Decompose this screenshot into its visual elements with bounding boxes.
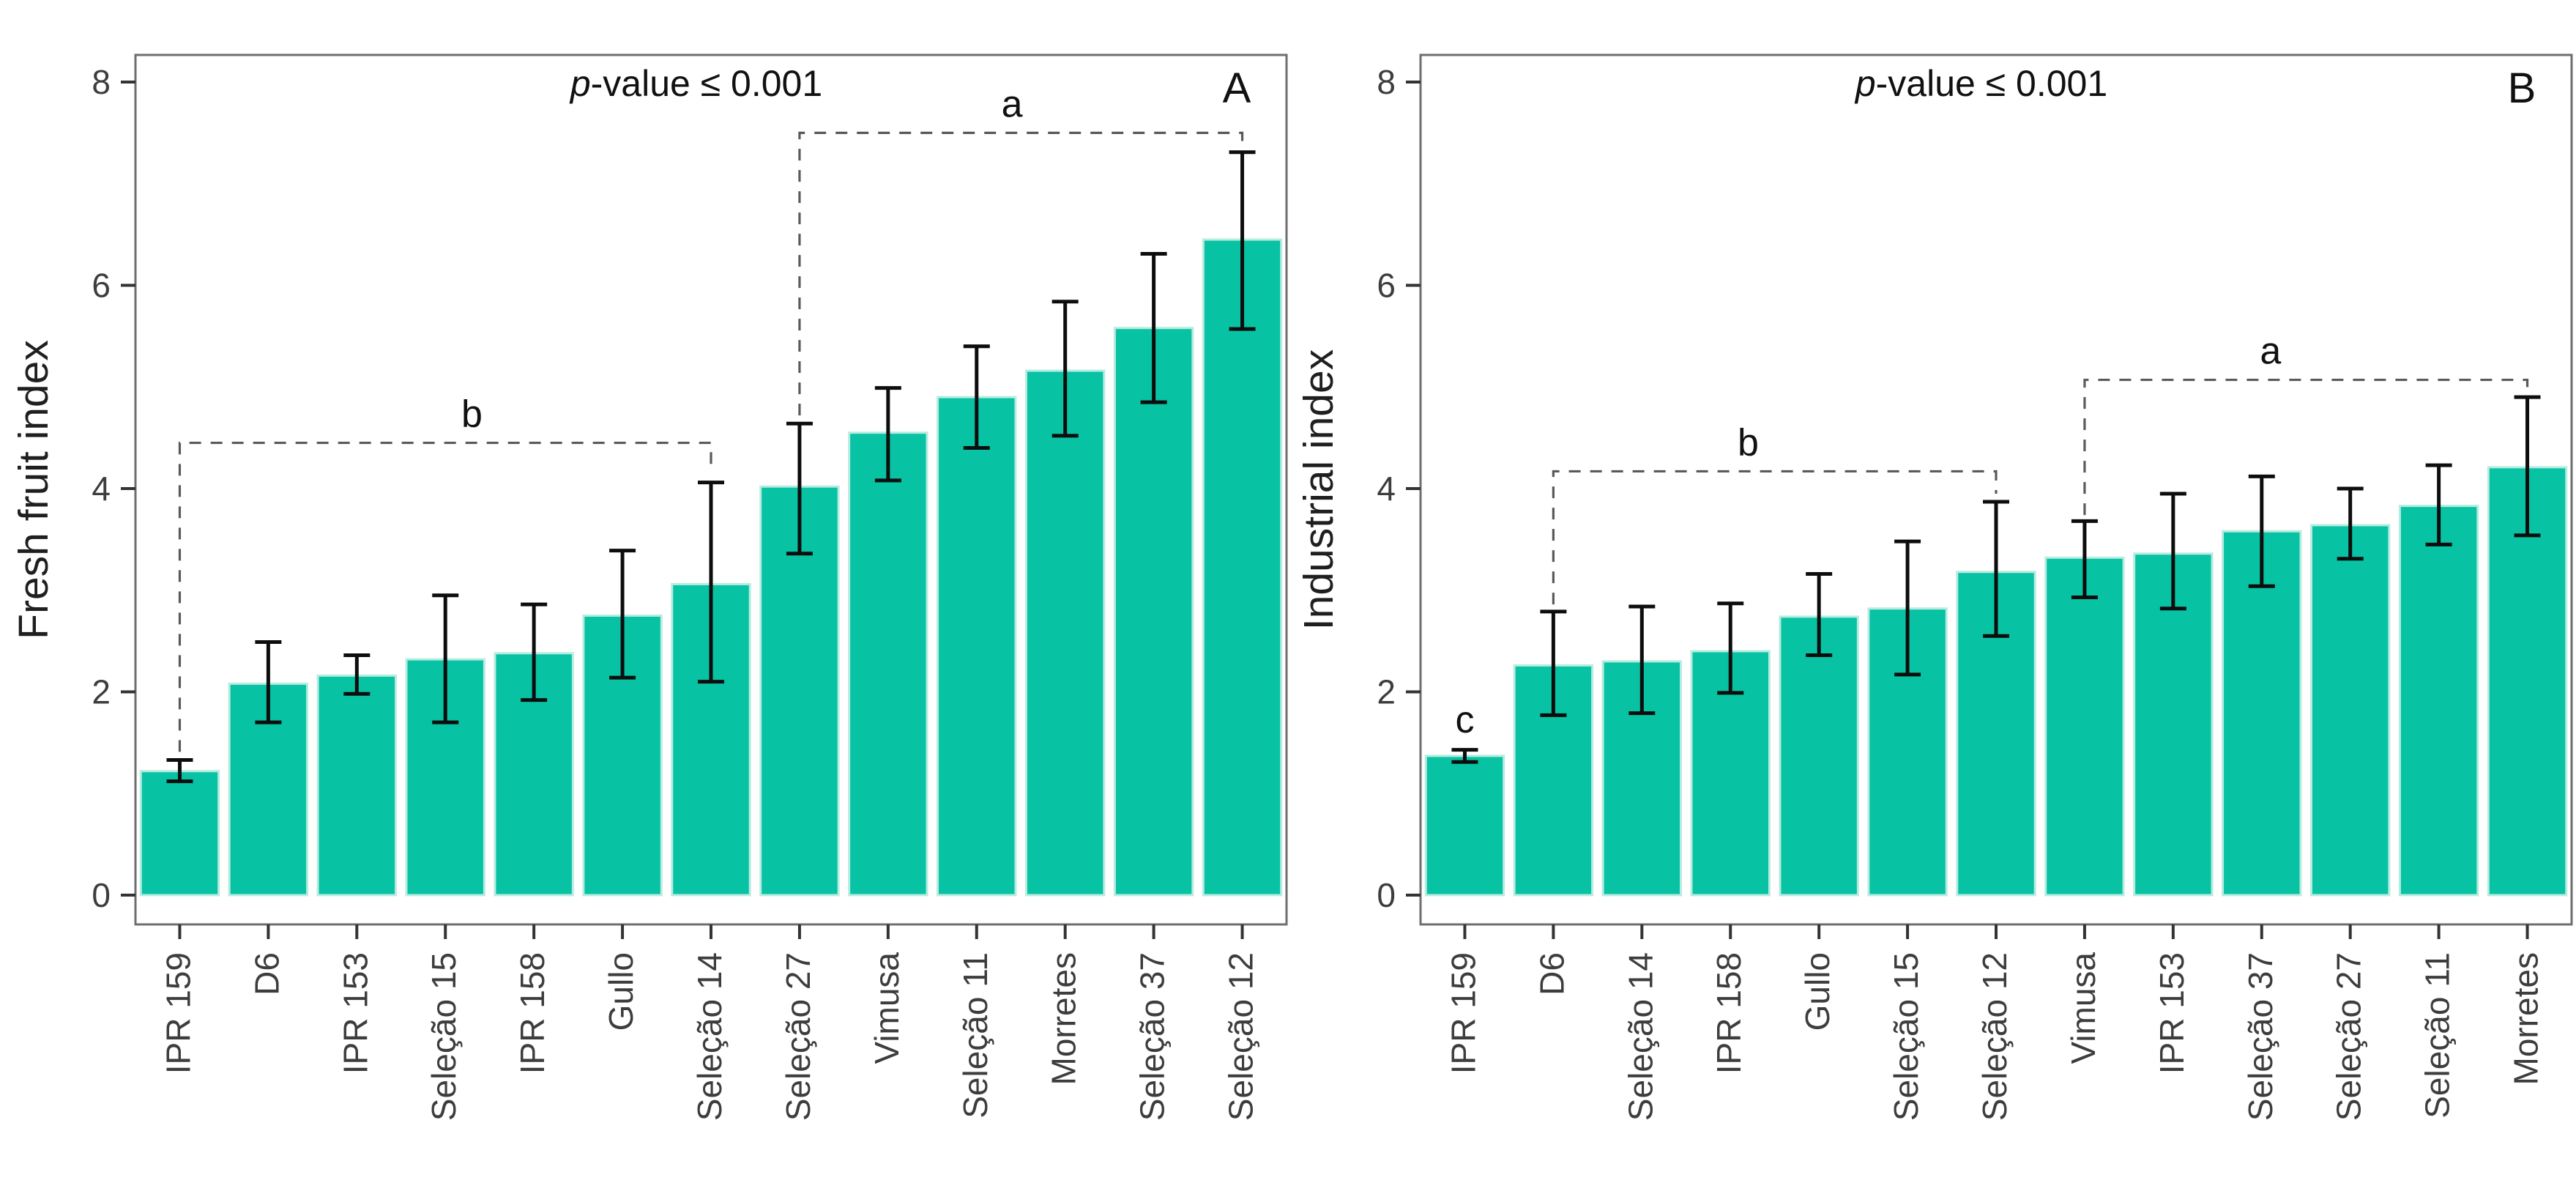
x-tick-label: IPR 159 <box>159 952 197 1074</box>
error-bar <box>1051 300 1079 438</box>
error-bar <box>1717 601 1744 695</box>
error-bar <box>343 653 371 696</box>
bar-seleção-37 <box>1113 327 1194 897</box>
error-bar <box>2337 486 2364 561</box>
bar-gullo <box>1779 615 1859 897</box>
significance-bracket-a <box>2083 378 2529 516</box>
panel-a: b a 0 2 4 6 8 IPR 159 D6 IPR 153 Seleção 15 IPR 158… <box>10 53 1288 1121</box>
p-value-annotation: p-value ≤ 0.001 <box>1854 63 2107 104</box>
x-tick-label: Seleção 12 <box>1222 952 1260 1121</box>
bar-vimusa <box>2044 556 2125 897</box>
x-tick-label: D6 <box>1533 952 1571 995</box>
y-tick-label: 4 <box>92 470 111 508</box>
error-bar <box>786 421 813 556</box>
bar-morretes <box>1024 369 1106 897</box>
x-tick-label: IPR 153 <box>336 952 374 1074</box>
error-bar <box>166 757 193 784</box>
error-bar <box>1540 609 1567 717</box>
significance-bracket-a <box>798 131 1244 416</box>
error-bar <box>1140 251 1167 404</box>
bar-seleção-27 <box>2309 524 2391 897</box>
x-tick-label: Seleção 15 <box>1887 952 1925 1121</box>
significance-bracket-b <box>178 441 712 752</box>
error-bar <box>2514 395 2541 538</box>
x-tick-label: Gullo <box>1798 952 1836 1031</box>
bar-seleção-37 <box>2222 530 2302 897</box>
error-bar <box>1983 500 2009 638</box>
x-tick-label: Seleção 14 <box>690 952 729 1121</box>
x-tick-label: IPR 153 <box>2153 952 2191 1074</box>
x-tick-label: Morretes <box>1045 952 1083 1085</box>
p-value-annotation: p-value ≤ 0.001 <box>569 63 822 104</box>
x-tick-label: Gullo <box>602 952 640 1031</box>
error-bar <box>1806 572 1833 658</box>
error-bar <box>2425 463 2452 546</box>
bar-ipr-159 <box>1424 754 1505 897</box>
x-tick-label: Seleção 37 <box>1133 952 1172 1121</box>
x-tick-label: Vimusa <box>868 952 906 1064</box>
panel-letter-a: A <box>1223 64 1251 112</box>
x-tick-label: Seleção 11 <box>956 952 994 1119</box>
error-bar <box>2248 474 2275 588</box>
error-bar <box>432 593 459 724</box>
y-tick-label: 0 <box>1377 876 1396 914</box>
error-bar <box>874 386 901 483</box>
significance-letter-c: c <box>1455 699 1474 741</box>
bar-seleção-12 <box>1202 238 1283 897</box>
x-tick-label: IPR 158 <box>1710 952 1748 1074</box>
y-tick-label: 2 <box>1377 673 1396 711</box>
panel-b: b a c 0 2 4 6 8 IPR 159 D6 Seleção 14 IPR 158 Gullo S… <box>1295 53 2573 1121</box>
bar-ipr-159 <box>139 770 220 897</box>
y-tick-label: 6 <box>1377 267 1396 305</box>
x-tick-label: Seleção 11 <box>2419 952 2457 1119</box>
error-bar <box>255 640 282 724</box>
y-tick-label: 4 <box>1377 470 1396 508</box>
x-tick-label: Vimusa <box>2064 952 2102 1064</box>
significance-letter-a: a <box>1002 83 1023 125</box>
error-bar <box>1894 539 1921 677</box>
x-tick-label: Morretes <box>2507 952 2545 1085</box>
error-bar <box>2159 492 2186 611</box>
bar-gullo <box>582 614 663 897</box>
error-bar <box>963 344 990 450</box>
x-tick-label: IPR 158 <box>513 952 551 1074</box>
y-tick-label: 8 <box>92 63 111 101</box>
significance-letter-b: b <box>461 393 483 436</box>
x-tick-label: Seleção 27 <box>2330 952 2368 1121</box>
bar-seleção-11 <box>937 396 1017 897</box>
y-tick-label: 8 <box>1377 63 1396 101</box>
error-bar <box>1451 748 1478 764</box>
x-tick-label: Seleção 14 <box>1621 952 1659 1121</box>
error-bar <box>698 481 724 684</box>
x-tick-label: Seleção 37 <box>2241 952 2279 1121</box>
x-tick-label: D6 <box>247 952 286 995</box>
bar-ipr-153 <box>316 674 398 897</box>
significance-letter-a: a <box>2260 330 2281 373</box>
bar-seleção-15 <box>405 658 485 897</box>
bar-ipr-153 <box>2133 552 2214 897</box>
y-tick-label: 0 <box>92 876 111 914</box>
x-tick-label: Seleção 12 <box>1976 952 2014 1121</box>
y-tick-label: 6 <box>92 267 111 305</box>
bar-seleção-11 <box>2398 505 2479 897</box>
x-tick-label: Seleção 15 <box>425 952 463 1121</box>
y-tick-label: 2 <box>92 673 111 711</box>
x-tick-label: Seleção 27 <box>779 952 817 1121</box>
significance-bracket-b <box>1552 470 1998 605</box>
bar-seleção-15 <box>1867 607 1948 897</box>
bar-vimusa <box>848 431 928 897</box>
error-bar <box>2071 519 2098 599</box>
error-bar <box>609 549 636 680</box>
panel-letter-b: B <box>2508 64 2536 112</box>
x-tick-label: IPR 159 <box>1444 952 1482 1074</box>
y-axis-title: Industrial index <box>1295 349 1342 630</box>
error-bar <box>1628 604 1656 716</box>
y-axis-title: Fresh fruit index <box>10 340 57 639</box>
error-bar <box>521 602 548 702</box>
significance-letter-b: b <box>1738 421 1759 464</box>
error-bar <box>1229 150 1256 331</box>
